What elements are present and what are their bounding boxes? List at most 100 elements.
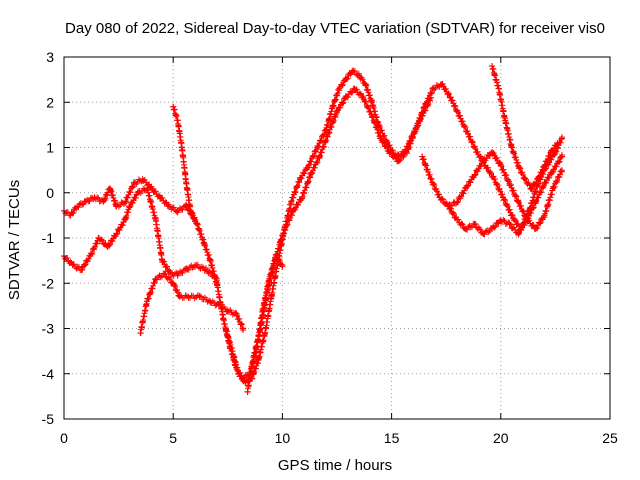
data-point	[508, 144, 515, 151]
data-point	[329, 103, 336, 110]
data-point	[95, 235, 102, 241]
data-point	[106, 185, 113, 192]
data-point	[288, 198, 295, 205]
data-point	[104, 244, 111, 251]
series-markers	[222, 67, 434, 386]
data-point	[351, 85, 358, 92]
data-point	[445, 203, 452, 210]
data-point	[497, 162, 504, 169]
data-point	[130, 180, 137, 187]
data-point	[244, 388, 251, 395]
x-tick-label: 25	[602, 430, 618, 446]
data-point	[157, 194, 164, 201]
data-point	[349, 67, 356, 74]
data-point	[82, 198, 89, 205]
y-tick-label: 1	[46, 140, 54, 156]
data-point	[480, 158, 487, 165]
series-track-6	[244, 80, 565, 395]
data-point	[113, 203, 120, 210]
data-point	[471, 171, 478, 178]
data-point	[194, 221, 201, 228]
data-point	[502, 117, 509, 124]
data-point	[515, 230, 522, 237]
series-markers	[61, 176, 198, 225]
y-tick-label: -3	[42, 321, 55, 337]
data-point	[558, 153, 565, 160]
data-point	[100, 198, 107, 205]
data-point	[336, 85, 343, 92]
x-tick-label: 5	[169, 430, 177, 446]
data-point	[235, 370, 242, 377]
series-track-8	[489, 63, 561, 193]
series-markers	[137, 270, 247, 337]
data-point	[558, 135, 565, 142]
data-point	[377, 135, 384, 142]
data-point	[473, 149, 480, 156]
data-point	[456, 112, 463, 119]
data-point	[296, 176, 303, 183]
data-point	[524, 216, 531, 223]
data-point	[192, 262, 199, 269]
data-points	[61, 63, 565, 395]
data-point	[143, 298, 150, 305]
series-track-9	[445, 152, 565, 238]
data-point	[480, 230, 487, 237]
data-point	[438, 81, 445, 88]
series-track-3	[137, 270, 247, 337]
series-track-5	[222, 67, 434, 386]
data-point	[355, 72, 362, 79]
data-point	[261, 330, 268, 337]
data-point	[290, 207, 297, 214]
data-point	[87, 253, 94, 260]
data-point	[305, 162, 312, 169]
data-point	[528, 185, 535, 192]
data-point	[558, 167, 565, 174]
y-axis-label: SDTVAR / TECUs	[6, 180, 23, 300]
data-point	[447, 94, 454, 101]
data-point	[430, 85, 437, 92]
data-point	[506, 180, 513, 187]
series-markers	[170, 103, 286, 383]
data-point	[541, 212, 548, 219]
data-point	[91, 194, 98, 201]
series-track-4	[170, 103, 286, 383]
data-point	[427, 176, 434, 183]
data-point	[489, 63, 496, 70]
data-point	[178, 144, 185, 151]
data-point	[207, 257, 214, 264]
data-point	[170, 103, 177, 110]
data-point	[421, 103, 428, 110]
y-tick-label: -2	[42, 275, 55, 291]
data-point	[515, 162, 522, 169]
data-point	[165, 203, 172, 210]
data-point	[213, 280, 220, 287]
data-point	[515, 198, 522, 205]
data-point	[135, 189, 142, 196]
data-point	[159, 257, 166, 264]
x-tick-label: 15	[384, 430, 400, 446]
data-point	[240, 325, 247, 332]
data-point	[489, 149, 496, 156]
data-point	[368, 99, 375, 106]
y-tick-label: 3	[46, 49, 54, 65]
data-point	[342, 76, 349, 83]
data-point	[222, 325, 229, 332]
data-point	[183, 180, 190, 187]
data-point	[220, 316, 227, 323]
data-point	[495, 85, 502, 92]
data-point	[491, 176, 498, 183]
x-tick-label: 20	[493, 430, 509, 446]
data-point	[534, 176, 541, 183]
data-point	[264, 289, 271, 296]
data-point	[541, 162, 548, 169]
data-point	[508, 212, 515, 219]
data-point	[78, 266, 85, 273]
data-point	[137, 330, 144, 337]
data-point	[152, 216, 159, 223]
data-point	[454, 198, 461, 205]
data-point	[161, 271, 168, 278]
data-point	[255, 357, 262, 364]
data-point	[174, 207, 181, 214]
data-point	[403, 149, 410, 156]
data-point	[268, 293, 275, 300]
